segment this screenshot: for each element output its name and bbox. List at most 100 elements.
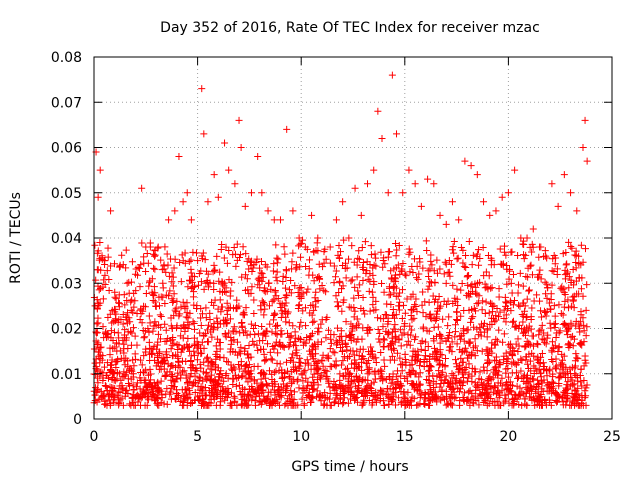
data-point-cloud <box>254 346 262 354</box>
data-point-cloud <box>152 362 160 370</box>
data-point-cloud <box>568 244 576 252</box>
data-point-cloud <box>348 242 356 250</box>
data-point-cloud <box>287 332 295 340</box>
data-point-cloud <box>492 335 500 343</box>
data-point-cloud <box>513 374 521 382</box>
data-point-cloud <box>553 397 561 405</box>
data-point-cloud <box>403 341 411 349</box>
data-point-cloud <box>445 257 453 265</box>
data-point-cloud <box>537 313 545 321</box>
data-point-cloud <box>171 255 179 263</box>
data-point-cloud <box>332 267 340 275</box>
data-point-cloud <box>580 376 588 384</box>
data-point-cloud <box>101 397 109 405</box>
data-point-cloud <box>525 286 533 294</box>
data-point-cloud <box>298 395 306 403</box>
data-point-cloud <box>91 241 99 249</box>
data-point-cloud <box>222 284 230 292</box>
data-point-cloud <box>503 355 511 363</box>
data-point-cloud <box>205 283 213 291</box>
data-point-cloud <box>408 393 416 401</box>
data-point-cloud <box>316 373 324 381</box>
data-point-cloud <box>543 334 551 342</box>
data-point-cloud <box>325 395 333 403</box>
data-point-cloud <box>187 370 195 378</box>
data-point-cloud <box>101 381 109 389</box>
data-point-cloud <box>170 290 178 298</box>
data-point-cloud <box>561 266 569 274</box>
data-point-cloud <box>366 307 374 315</box>
data-point-cloud <box>111 260 119 268</box>
data-point-cloud <box>384 253 392 261</box>
data-point-cloud <box>208 298 216 306</box>
data-point-cloud <box>552 362 560 370</box>
data-point-cloud <box>288 258 296 266</box>
data-point-cloud <box>521 302 529 310</box>
data-point-cloud <box>150 322 158 330</box>
data-point-cloud <box>568 376 576 384</box>
data-point-cloud <box>560 369 568 377</box>
data-point-cloud <box>146 357 154 365</box>
data-point-cloud <box>479 243 487 251</box>
data-point-cloud <box>447 260 455 268</box>
data-point-cloud <box>449 299 457 307</box>
data-point-cloud <box>364 275 372 283</box>
data-point-cloud <box>460 337 468 345</box>
data-point-cloud <box>548 348 556 356</box>
data-point-cloud <box>241 362 249 370</box>
data-point-cloud <box>339 261 347 269</box>
data-point-cloud <box>402 272 410 280</box>
data-point-cloud <box>465 370 473 378</box>
data-point-cloud <box>463 326 471 334</box>
data-point-cloud <box>522 356 530 364</box>
data-point-cloud <box>187 269 195 277</box>
data-point-cloud <box>213 335 221 343</box>
data-point-cloud <box>464 354 472 362</box>
data-point-cloud <box>91 384 99 392</box>
data-point-cloud <box>322 288 330 296</box>
data-point-cloud <box>511 297 519 305</box>
data-point-cloud <box>380 401 388 409</box>
data-point-cloud <box>535 253 543 261</box>
data-point-cloud <box>380 335 388 343</box>
data-point-cloud <box>182 313 190 321</box>
data-point-cloud <box>400 390 408 398</box>
data-point-cloud <box>309 318 317 326</box>
data-point-cloud <box>436 339 444 347</box>
y-tick-labels: 0 0.01 0.02 0.03 0.04 0.05 0.06 0.07 0.08 <box>51 50 82 428</box>
data-point-cloud <box>336 277 344 285</box>
data-point-cloud <box>335 254 343 262</box>
data-point-cloud <box>335 241 343 249</box>
data-point-cloud <box>93 266 101 274</box>
data-point-cloud <box>408 316 416 324</box>
data-point-cloud <box>583 323 591 331</box>
data-point-cloud <box>286 286 294 294</box>
data-point-cloud <box>247 289 255 297</box>
data-point-cloud <box>137 305 145 313</box>
data-point-cloud <box>436 372 444 380</box>
data-point-cloud <box>267 285 275 293</box>
data-point-cloud <box>271 322 279 330</box>
x-tick-label: 25 <box>603 429 621 445</box>
data-point-cloud <box>327 339 335 347</box>
data-point-cloud <box>370 261 378 269</box>
data-point-cloud <box>520 255 528 263</box>
data-point-cloud <box>465 238 473 246</box>
data-point-cloud <box>346 395 354 403</box>
data-point-cloud <box>424 343 432 351</box>
data-point-cloud <box>342 332 350 340</box>
data-point-cloud <box>284 367 292 375</box>
data-point-cloud <box>467 318 475 326</box>
data-point-cloud <box>110 318 118 326</box>
data-point-cloud <box>342 365 350 373</box>
data-point-cloud <box>422 313 430 321</box>
data-point-cloud <box>555 374 563 382</box>
data-point-cloud <box>500 306 508 314</box>
data-point-cloud <box>398 265 406 273</box>
data-point-cloud <box>290 388 298 396</box>
data-point-cloud <box>204 270 212 278</box>
data-point-cloud <box>269 267 277 275</box>
data-point-cloud <box>353 347 361 355</box>
